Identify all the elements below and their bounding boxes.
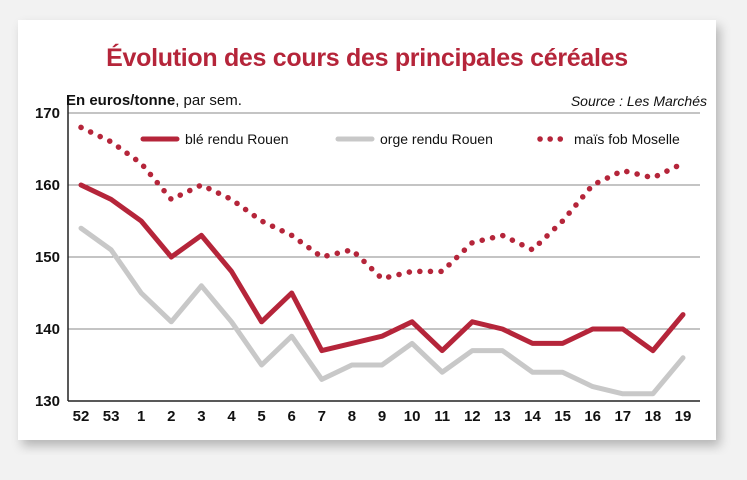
x-tick-label-7: 7 [318, 408, 326, 425]
unit-label-bold: En euros/tonne [66, 92, 176, 109]
x-tick-label-15: 15 [554, 408, 571, 425]
y-tick-label-150: 150 [35, 249, 60, 266]
series-line-orge [78, 225, 686, 397]
x-tick-label-2: 2 [167, 408, 175, 425]
x-tick-label-16: 16 [584, 408, 601, 425]
x-tick-label-52: 52 [73, 408, 90, 425]
x-tick-label-14: 14 [524, 408, 541, 425]
legend-label-ble: blé rendu Rouen [185, 131, 289, 147]
x-tick-label-11: 11 [434, 408, 450, 425]
legend: blé rendu Rouen orge rendu Rouen maïs fob … [140, 131, 680, 147]
x-tick-label-8: 8 [348, 408, 356, 425]
series-line-mais [78, 124, 686, 282]
x-tick-label-18: 18 [645, 408, 662, 425]
chart-card [18, 20, 716, 440]
series-line-ble [78, 182, 686, 354]
x-tick-label-19: 19 [675, 408, 692, 425]
axes [67, 105, 700, 402]
x-tick-label-1: 1 [137, 408, 145, 425]
y-tick-label-160: 160 [35, 177, 60, 194]
x-tick-label-13: 13 [494, 408, 511, 425]
x-tick-labels: 52 53 1 2 3 4 5 6 7 8 9 10 11 12 13 14 15 16 17 18 19 [73, 408, 692, 425]
x-tick-label-3: 3 [197, 408, 205, 425]
x-tick-label-53: 53 [103, 408, 120, 425]
bottom-strip [0, 455, 747, 480]
x-tick-label-6: 6 [288, 408, 296, 425]
legend-label-mais: maïs fob Moselle [574, 131, 680, 147]
y-tick-label-130: 130 [35, 393, 60, 410]
series-lines [78, 124, 686, 397]
x-tick-label-12: 12 [464, 408, 481, 425]
x-tick-label-17: 17 [614, 408, 631, 425]
x-tick-label-10: 10 [404, 408, 421, 425]
y-tick-labels: 130 140 150 160 170 [35, 105, 60, 410]
x-tick-label-5: 5 [257, 408, 265, 425]
x-tick-label-4: 4 [227, 408, 236, 425]
source-label: Source : Les Marchés [570, 93, 707, 109]
unit-label: En euros/tonne, par sem. [66, 92, 242, 109]
unit-label-rest: , par sem. [175, 92, 242, 109]
x-tick-label-9: 9 [378, 408, 386, 425]
y-tick-label-170: 170 [35, 105, 60, 122]
chart-title: Évolution des cours des principales céré… [106, 44, 628, 72]
legend-label-orge: orge rendu Rouen [380, 131, 493, 147]
y-tick-label-140: 140 [35, 321, 60, 338]
